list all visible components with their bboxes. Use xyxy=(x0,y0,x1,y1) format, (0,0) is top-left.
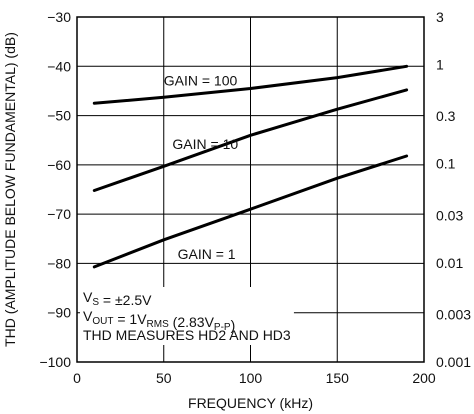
y-tick-label: −80 xyxy=(47,255,71,271)
series-line xyxy=(92,154,409,269)
x-tick-label: 100 xyxy=(239,370,263,386)
annotation-line: THD MEASURES HD2 AND HD3 xyxy=(83,327,291,343)
y-tick-label: −40 xyxy=(47,58,71,74)
series-lines xyxy=(92,64,409,269)
y2-tick-label: 3 xyxy=(436,9,444,25)
y-tick-label: −30 xyxy=(47,9,71,25)
y-tick-label: −60 xyxy=(47,157,71,173)
x-tick-label: 150 xyxy=(326,370,350,386)
y2-tick-label: 0.3 xyxy=(436,108,456,124)
y2-tick-labels: 3 1 0.3 0.1 0.03 0.01 0.003 0.001 xyxy=(436,9,471,370)
x-axis-title: FREQUENCY (kHz) xyxy=(188,395,313,411)
series-label: GAIN = 10 xyxy=(172,136,238,152)
series-label: GAIN = 100 xyxy=(164,72,238,88)
series-labels: GAIN = 100 GAIN = 10 GAIN = 1 xyxy=(164,72,239,262)
x-tick-label: 50 xyxy=(156,370,172,386)
y-axis-title: THD (AMPLITUDE BELOW FUNDAMENTAL) (dB) xyxy=(2,32,18,347)
plot-frame xyxy=(76,16,425,363)
y2-tick-label: 0.01 xyxy=(436,255,463,271)
series-line xyxy=(92,88,409,192)
annotation-line: VS = ±2.5V xyxy=(83,289,152,308)
y-tick-label: −100 xyxy=(39,354,71,370)
y2-tick-label: 0.03 xyxy=(436,207,463,223)
y-tick-label: −90 xyxy=(47,305,71,321)
x-tick-label: 200 xyxy=(412,370,436,386)
series-line xyxy=(92,64,409,105)
y2-tick-label: 0.003 xyxy=(436,307,471,323)
y-tick-label: −70 xyxy=(47,206,71,222)
y-tick-labels: −30 −40 −50 −60 −70 −80 −90 −100 xyxy=(39,9,71,370)
y-tick-label: −50 xyxy=(47,108,71,124)
series-label: GAIN = 1 xyxy=(178,246,236,262)
x-tick-label: 0 xyxy=(73,370,81,386)
annotation-line: VOUT = 1VRMS (2.83VP-P) xyxy=(83,308,235,333)
y2-tick-label: 1 xyxy=(436,56,444,72)
x-tick-labels: 0 50 100 150 200 xyxy=(73,370,436,386)
y2-tick-label: 0.001 xyxy=(436,354,471,370)
y2-tick-label: 0.1 xyxy=(436,156,456,172)
annotation-background xyxy=(80,287,294,345)
